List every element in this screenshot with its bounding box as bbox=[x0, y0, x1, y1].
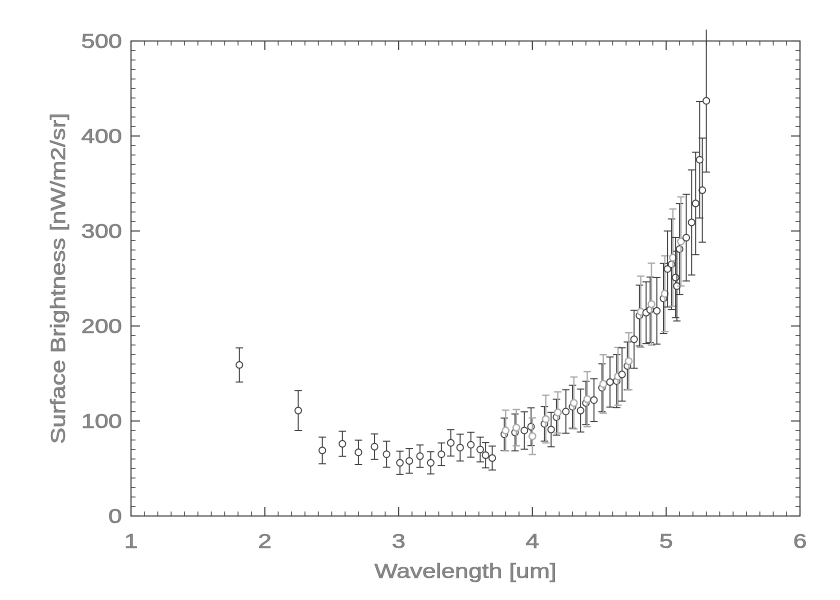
svg-text:4: 4 bbox=[526, 530, 540, 552]
svg-text:2: 2 bbox=[258, 530, 272, 552]
svg-text:0: 0 bbox=[108, 505, 122, 527]
svg-text:1: 1 bbox=[124, 530, 138, 552]
svg-text:100: 100 bbox=[81, 410, 122, 432]
svg-text:300: 300 bbox=[81, 220, 122, 242]
svg-text:500: 500 bbox=[81, 30, 122, 52]
svg-text:Surface Brightness [nW/m2/sr]: Surface Brightness [nW/m2/sr] bbox=[47, 113, 69, 444]
svg-text:400: 400 bbox=[81, 125, 122, 147]
svg-text:6: 6 bbox=[793, 530, 807, 552]
svg-text:200: 200 bbox=[81, 315, 122, 337]
svg-text:3: 3 bbox=[392, 530, 406, 552]
svg-text:Wavelength [um]: Wavelength [um] bbox=[374, 560, 556, 582]
svg-text:5: 5 bbox=[659, 530, 673, 552]
